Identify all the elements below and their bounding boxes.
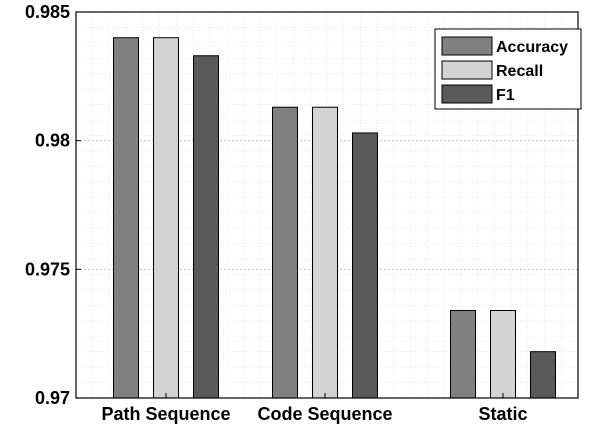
x-axis-ticks: Path Sequence Code Sequence Static: [101, 393, 528, 424]
legend-swatch-accuracy: [441, 36, 493, 56]
y-tick-label: 0.98: [35, 131, 70, 151]
legend-label-recall: Recall: [496, 63, 543, 80]
bar-recall-2: [312, 106, 338, 399]
x-tick-label: Static: [478, 404, 527, 424]
bar-accuracy-2: [272, 106, 298, 399]
y-tick-label: 0.975: [25, 259, 70, 279]
bar-accuracy-3: [450, 310, 476, 399]
legend-swatch-recall: [441, 60, 493, 80]
y-tick-label: 0.985: [25, 2, 70, 22]
x-tick-label: Code Sequence: [257, 404, 392, 424]
bar-recall-1: [153, 37, 179, 399]
bar-f1-3: [530, 351, 556, 399]
x-tick-label: Path Sequence: [101, 404, 230, 424]
legend-label-f1: F1: [496, 87, 515, 104]
y-tick-label: 0.97: [35, 388, 70, 408]
bar-f1-2: [352, 132, 378, 399]
plot-frame: [75, 11, 579, 399]
bar-accuracy-1: [113, 37, 139, 399]
y-axis-ticks: 0.97 0.975 0.98 0.985: [25, 2, 81, 408]
legend: Accuracy Recall F1: [434, 28, 582, 110]
bars: [113, 37, 556, 399]
legend-swatch-f1: [441, 84, 493, 104]
bar-f1-1: [193, 55, 219, 399]
legend-label-accuracy: Accuracy: [496, 39, 568, 56]
bar-recall-3: [490, 310, 516, 399]
